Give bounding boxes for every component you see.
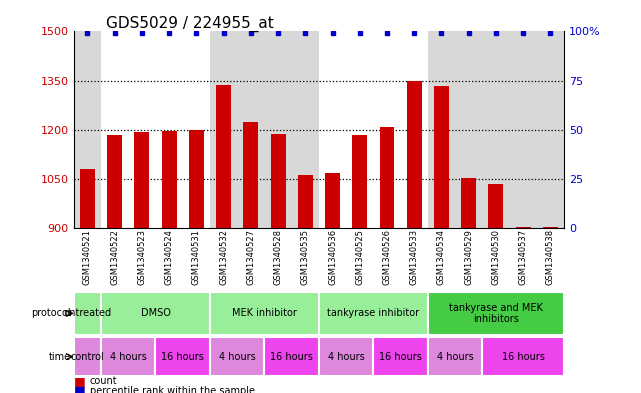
Text: 16 hours: 16 hours (502, 352, 545, 362)
Text: 16 hours: 16 hours (162, 352, 204, 362)
Bar (216, 85, 231, 228)
Bar (325, 173, 340, 228)
Text: 16 hours: 16 hours (379, 352, 422, 362)
Bar (462, 178, 476, 228)
Bar (373, 337, 428, 376)
Bar (101, 337, 155, 376)
Bar (210, 292, 319, 335)
Bar (353, 135, 367, 228)
Bar (135, 132, 149, 228)
Text: control: control (71, 352, 104, 362)
Text: 16 hours: 16 hours (271, 352, 313, 362)
Bar (74, 31, 101, 228)
Bar (298, 175, 313, 228)
Text: MEK inhibitor: MEK inhibitor (232, 309, 297, 318)
Text: ■: ■ (74, 384, 85, 393)
Text: protocol: protocol (31, 309, 71, 318)
Text: percentile rank within the sample: percentile rank within the sample (90, 386, 254, 393)
Bar (210, 337, 265, 376)
Text: tankyrase and MEK
inhibitors: tankyrase and MEK inhibitors (449, 303, 543, 324)
Text: 4 hours: 4 hours (437, 352, 474, 362)
Text: GDS5029 / 224955_at: GDS5029 / 224955_at (106, 16, 274, 32)
Bar (155, 337, 210, 376)
Bar (428, 31, 564, 228)
Bar (543, 227, 558, 228)
Bar (428, 337, 483, 376)
Text: tankyrase inhibitor: tankyrase inhibitor (328, 309, 419, 318)
Text: 4 hours: 4 hours (328, 352, 365, 362)
Bar (189, 130, 204, 228)
Bar (265, 337, 319, 376)
Bar (434, 86, 449, 228)
Bar (107, 134, 122, 228)
Bar (488, 184, 503, 228)
Text: count: count (90, 376, 117, 386)
Text: 4 hours: 4 hours (219, 352, 256, 362)
Bar (101, 292, 210, 335)
Bar (379, 127, 394, 228)
Bar (244, 123, 258, 228)
Bar (80, 169, 95, 228)
Bar (271, 134, 285, 228)
Bar (428, 292, 564, 335)
Bar (74, 292, 101, 335)
Bar (162, 131, 176, 228)
Bar (210, 31, 319, 228)
Bar (319, 31, 428, 228)
Text: ■: ■ (74, 375, 85, 388)
Bar (319, 337, 374, 376)
Bar (516, 227, 531, 228)
Bar (319, 292, 428, 335)
Bar (407, 81, 422, 228)
Bar (101, 31, 210, 228)
Text: DMSO: DMSO (140, 309, 171, 318)
Text: 4 hours: 4 hours (110, 352, 147, 362)
Text: time: time (49, 352, 71, 362)
Bar (74, 337, 101, 376)
Bar (483, 337, 564, 376)
Text: untreated: untreated (63, 309, 112, 318)
